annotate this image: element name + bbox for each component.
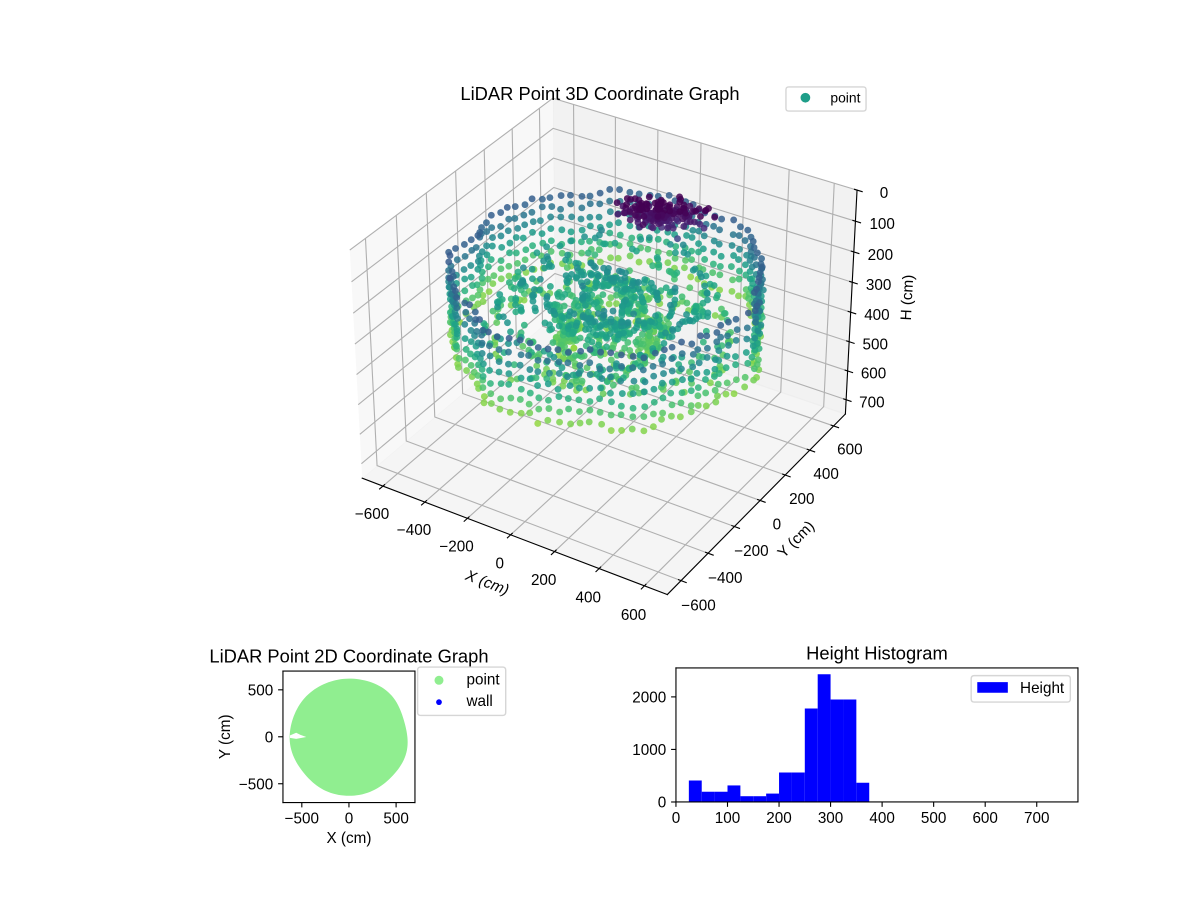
svg-text:100: 100	[869, 216, 894, 233]
svg-text:0: 0	[773, 517, 781, 534]
svg-text:300: 300	[818, 810, 843, 827]
svg-text:−600: −600	[355, 506, 389, 523]
svg-text:400: 400	[813, 466, 838, 483]
svg-text:LiDAR Point 2D Coordinate Grap: LiDAR Point 2D Coordinate Graph	[209, 646, 488, 667]
svg-text:0: 0	[496, 555, 505, 572]
svg-text:1000: 1000	[632, 742, 666, 759]
svg-text:200: 200	[766, 810, 791, 827]
svg-text:700: 700	[859, 394, 884, 411]
svg-text:400: 400	[869, 810, 894, 827]
svg-text:500: 500	[862, 336, 887, 353]
svg-text:400: 400	[576, 589, 601, 606]
svg-text:0: 0	[672, 810, 681, 827]
svg-text:500: 500	[383, 810, 408, 827]
svg-text:500: 500	[921, 810, 946, 827]
svg-text:200: 200	[531, 572, 556, 589]
svg-text:−200: −200	[734, 543, 768, 560]
svg-text:Height: Height	[1020, 680, 1065, 697]
svg-text:point: point	[830, 90, 860, 106]
svg-text:Height Histogram: Height Histogram	[806, 643, 948, 664]
svg-text:600: 600	[972, 810, 997, 827]
svg-text:100: 100	[715, 810, 740, 827]
svg-text:X (cm): X (cm)	[326, 830, 371, 847]
svg-text:−600: −600	[681, 598, 715, 615]
svg-text:point: point	[466, 671, 500, 688]
svg-text:500: 500	[248, 682, 273, 699]
svg-text:LiDAR Point 3D Coordinate Grap: LiDAR Point 3D Coordinate Graph	[460, 83, 739, 104]
svg-text:300: 300	[866, 277, 891, 294]
svg-text:−400: −400	[708, 570, 742, 587]
svg-text:Y (cm): Y (cm)	[217, 714, 234, 759]
svg-text:−500: −500	[239, 776, 273, 793]
svg-text:0: 0	[265, 729, 274, 746]
svg-text:2000: 2000	[632, 689, 666, 706]
svg-text:0: 0	[880, 185, 889, 202]
svg-text:200: 200	[789, 491, 814, 508]
svg-text:−500: −500	[285, 810, 319, 827]
svg-text:−200: −200	[439, 539, 473, 556]
svg-text:0: 0	[345, 810, 354, 827]
svg-text:600: 600	[837, 442, 862, 459]
svg-text:600: 600	[861, 366, 886, 383]
svg-text:700: 700	[1024, 810, 1049, 827]
svg-text:−400: −400	[397, 522, 431, 539]
svg-text:0: 0	[658, 795, 666, 812]
svg-text:H (cm): H (cm)	[898, 274, 917, 321]
svg-text:200: 200	[868, 247, 893, 264]
svg-text:wall: wall	[465, 693, 492, 710]
svg-text:400: 400	[864, 307, 889, 324]
svg-text:600: 600	[621, 607, 646, 624]
